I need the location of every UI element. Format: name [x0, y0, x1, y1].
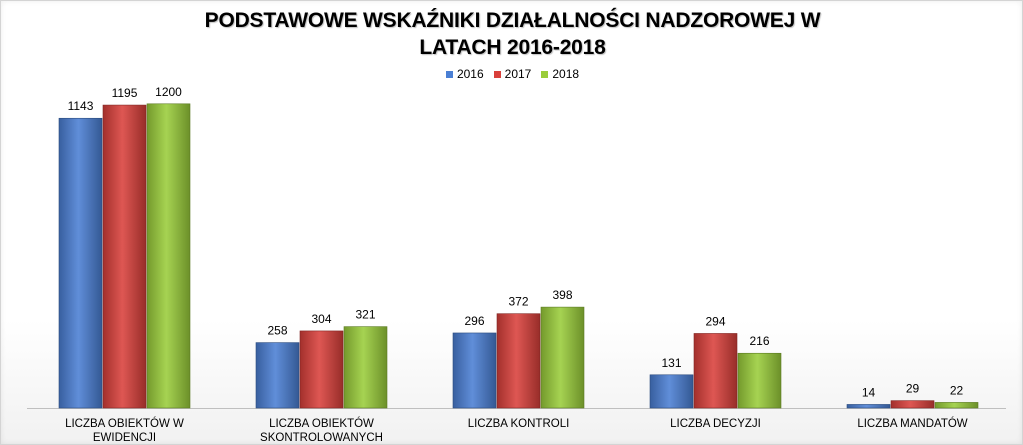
value-label-2018-cat-5: 22 — [950, 383, 964, 397]
value-label-2016-cat-1: 1143 — [68, 99, 94, 113]
bar-2017-cat-5 — [890, 400, 935, 409]
category-label-2: LICZBA OBIEKTÓW SKONTROLOWANYCH — [260, 417, 383, 444]
bar-2017-cat-1 — [102, 104, 147, 409]
value-label-2016-cat-2: 258 — [267, 324, 287, 338]
legend-label-2018: 2018 — [552, 67, 580, 81]
bar-2018-cat-3 — [540, 306, 585, 409]
category-label-4: LICZBA DECYZJI — [670, 418, 761, 430]
bar-2018-cat-2 — [343, 326, 388, 409]
bar-2017-cat-3 — [496, 313, 541, 409]
bars-group — [58, 103, 979, 409]
bar-2017-cat-4 — [693, 333, 738, 409]
value-label-2017-cat-3: 372 — [508, 295, 528, 309]
value-label-2018-cat-1: 1200 — [155, 85, 182, 99]
value-label-2016-cat-3: 296 — [464, 314, 484, 328]
bar-2016-cat-3 — [452, 332, 497, 409]
category-label-1: LICZBA OBIEKTÓW W EWIDENCJI — [65, 417, 184, 444]
bar-2016-cat-4 — [649, 374, 694, 409]
bar-2017-cat-2 — [299, 330, 344, 409]
bar-2018-cat-4 — [737, 352, 782, 409]
bar-2016-cat-2 — [255, 342, 300, 409]
legend-label-2016: 2016 — [456, 67, 484, 81]
legend-item-2017: 2017 — [493, 67, 532, 81]
category-label-5: LICZBA MANDATÓW — [857, 417, 967, 430]
legend-item-2018: 2018 — [541, 67, 579, 81]
legend-swatch-2017 — [493, 70, 501, 78]
value-labels-group: 1143 1195 1200 258 304 321 296 372 398 131 294 216 1… — [68, 85, 964, 400]
legend: 2016 2017 2018 — [1, 67, 1023, 81]
value-label-2017-cat-1: 1195 — [112, 86, 138, 100]
value-label-2017-cat-4: 294 — [705, 314, 725, 328]
legend-label-2017: 2017 — [504, 67, 532, 81]
legend-item-2016: 2016 — [445, 67, 484, 81]
legend-swatch-2018 — [541, 70, 549, 78]
value-label-2016-cat-5: 14 — [862, 385, 876, 399]
bar-2018-cat-1 — [146, 103, 191, 409]
category-label-3: LICZBA KONTROLI — [468, 418, 570, 430]
chart-title-line-1: PODSTAWOWE WSKAŹNIKI DZIAŁALNOŚCI NADZOR… — [204, 9, 821, 32]
value-label-2018-cat-2: 321 — [355, 308, 375, 322]
value-label-2017-cat-2: 304 — [311, 312, 331, 326]
bar-2018-cat-5 — [934, 402, 979, 409]
chart-title: PODSTAWOWE WSKAŹNIKI DZIAŁALNOŚCI NADZOR… — [1, 7, 1023, 61]
legend-swatch-2016 — [445, 70, 453, 78]
value-label-2018-cat-3: 398 — [552, 288, 572, 302]
bar-2016-cat-1 — [58, 117, 103, 409]
value-label-2018-cat-4: 216 — [749, 334, 769, 348]
category-labels-group: LICZBA OBIEKTÓW W EWIDENCJI LICZBA OBIEKTÓ… — [65, 417, 968, 444]
value-label-2017-cat-5: 29 — [906, 382, 920, 396]
value-label-2016-cat-4: 131 — [661, 356, 681, 370]
bar-2016-cat-5 — [846, 404, 891, 409]
chart-title-line-2: LATACH 2016-2018 — [419, 36, 606, 59]
